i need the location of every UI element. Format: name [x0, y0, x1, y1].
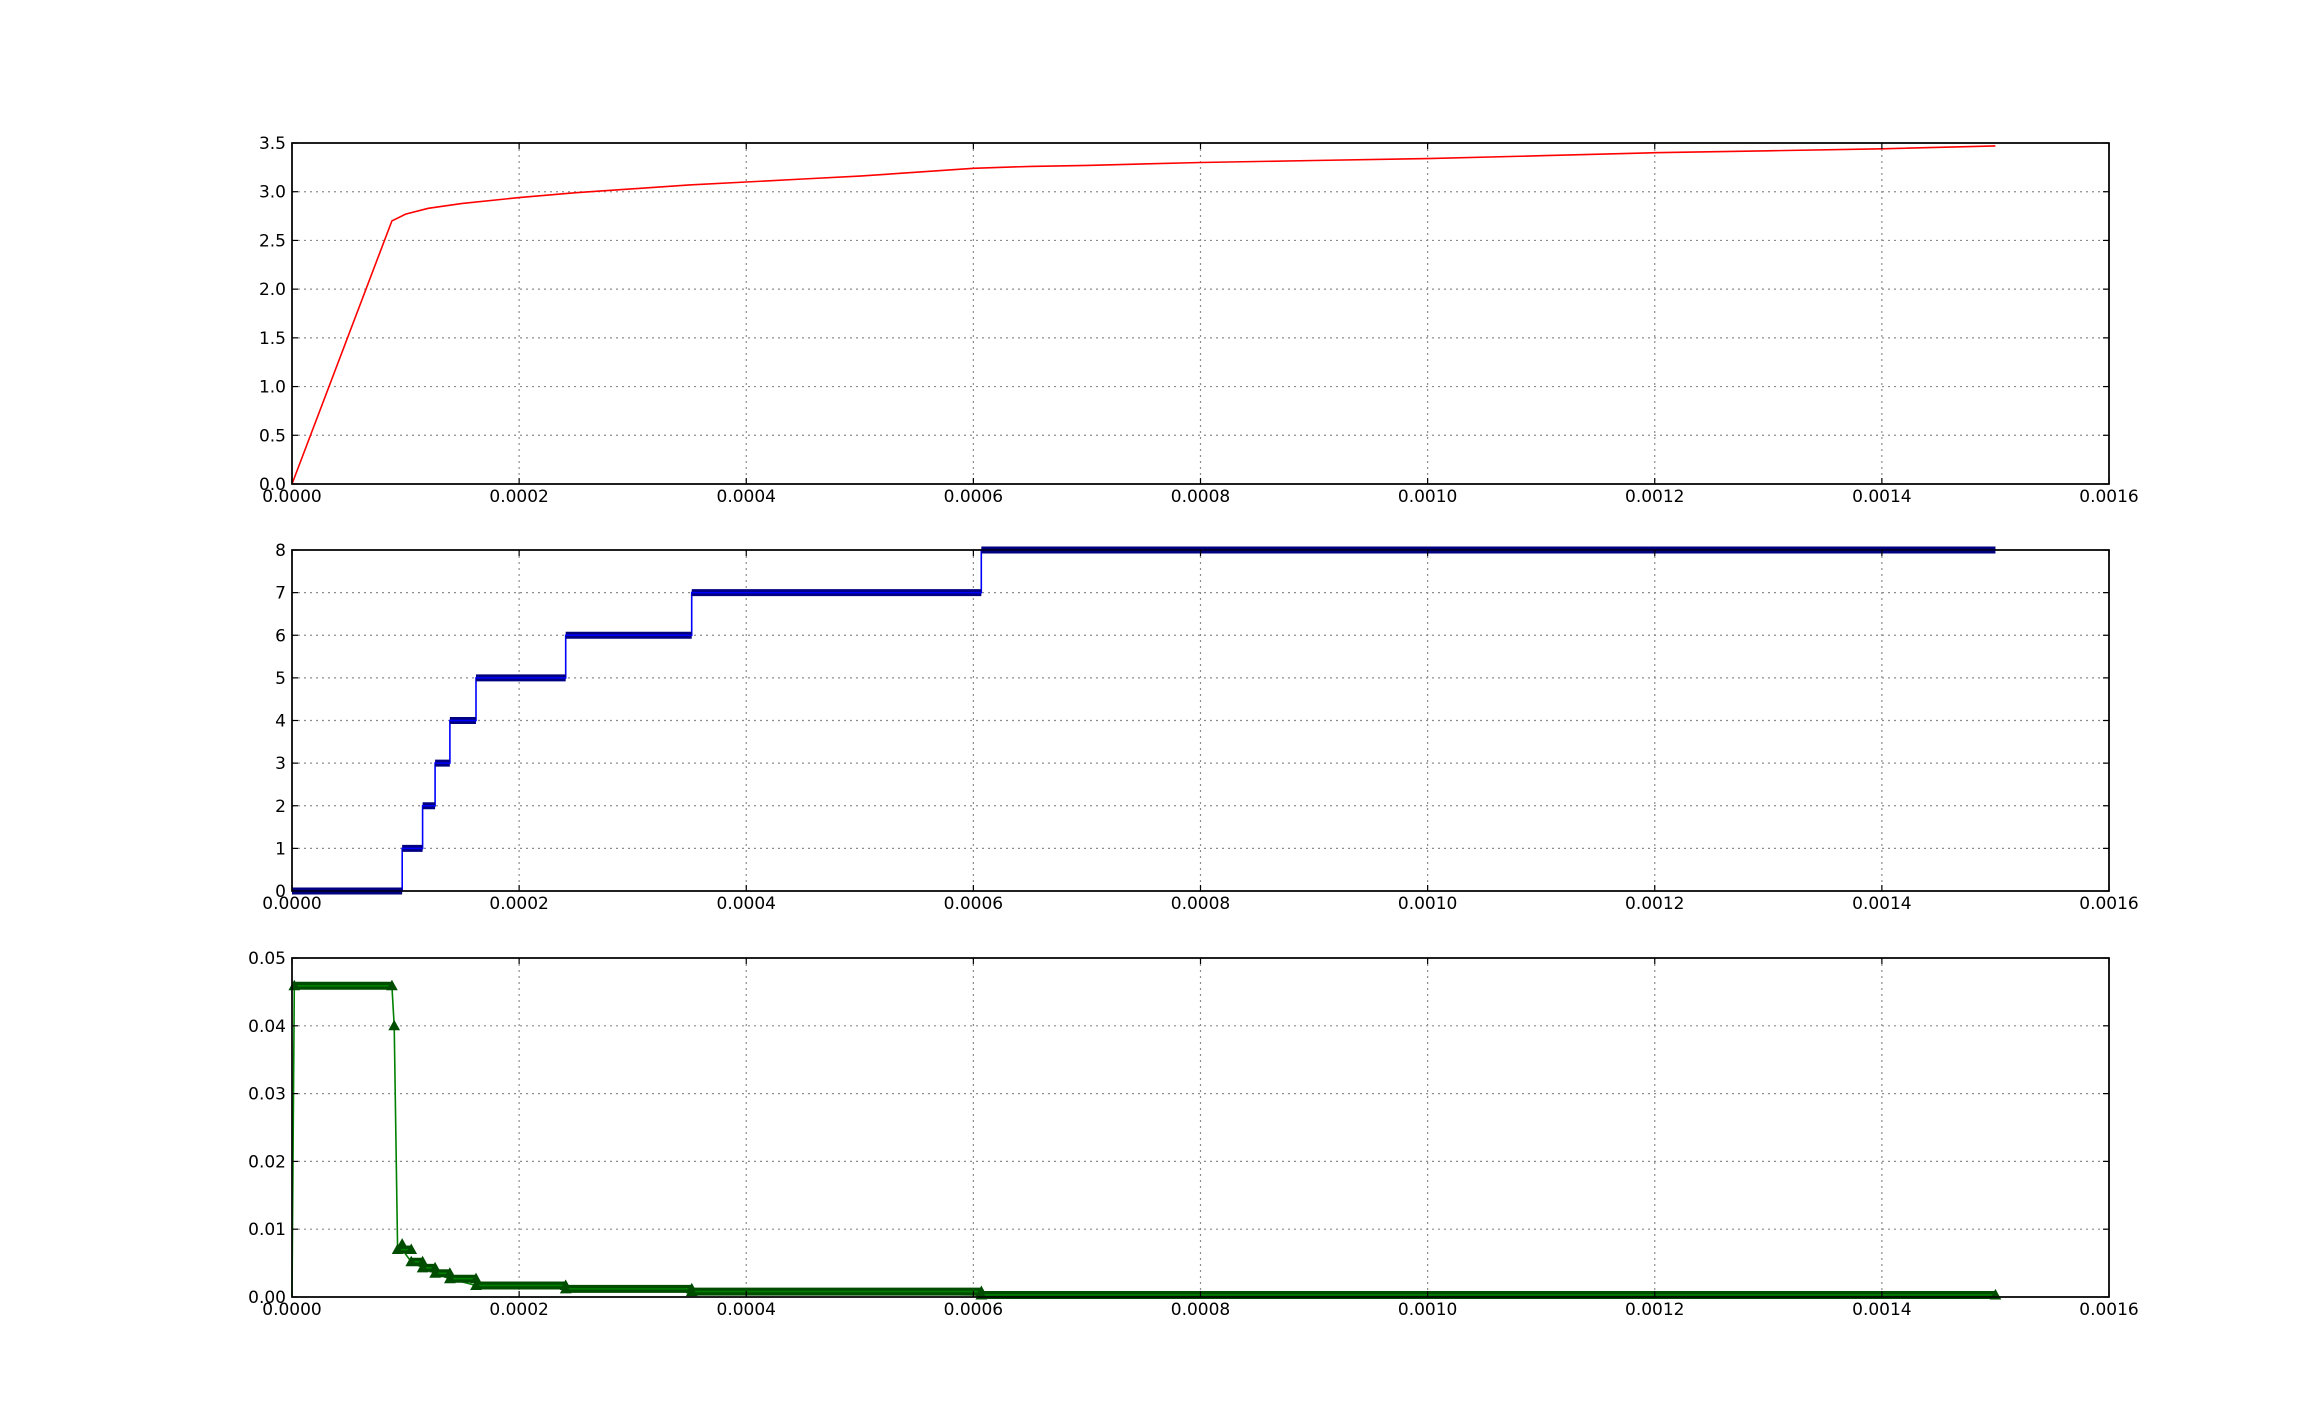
x-tick-label: 0.0014	[1852, 487, 1911, 507]
x-tick-label: 0.0006	[944, 487, 1003, 507]
x-tick-label: 0.0000	[262, 487, 321, 507]
x-tick-label: 0.0008	[1171, 1300, 1230, 1320]
y-tick-label: 8	[275, 541, 286, 561]
triangle-marker	[386, 979, 398, 991]
y-tick-label: 0.02	[248, 1152, 286, 1172]
series-group	[291, 145, 1996, 485]
plot-area	[291, 142, 2110, 485]
y-tick-label: 0	[275, 882, 286, 902]
x-tick-label: 0.0000	[262, 1300, 321, 1320]
x-tick-label: 0.0004	[717, 487, 776, 507]
y-tick-label: 1.0	[259, 378, 286, 398]
x-tick-label: 0.0014	[1852, 1300, 1911, 1320]
x-tick-label: 0.0004	[717, 894, 776, 914]
y-tick-label: 3.0	[259, 183, 286, 203]
x-tick-label: 0.0006	[944, 1300, 1003, 1320]
y-tick-label: 3.5	[259, 134, 286, 154]
x-tick-label: 0.0000	[262, 894, 321, 914]
y-tick-label: 0.0	[259, 475, 286, 495]
x-tick-label: 0.0008	[1171, 487, 1230, 507]
panel-stress-curve: 0.0000 0.0002 0.0004 0.0006 0.0008 0.0010 0.00…	[259, 134, 2139, 507]
y-tick-label: 0.05	[248, 949, 286, 969]
x-tick-label: 0.0002	[489, 1300, 548, 1320]
x-tick-label: 0.0010	[1398, 1300, 1457, 1320]
x-tick-label: 0.0012	[1625, 894, 1684, 914]
ticks: 0.0000 0.0002 0.0004 0.0006 0.0008 0.0010 0.00…	[248, 949, 2139, 1320]
series-line	[291, 145, 1996, 485]
x-tick-label: 0.0012	[1625, 1300, 1684, 1320]
panel-step-size: 0.0000 0.0002 0.0004 0.0006 0.0008 0.0010 0.00…	[248, 949, 2139, 1320]
y-tick-label: 0.5	[259, 426, 286, 446]
triangle-marker	[405, 1255, 418, 1267]
triangle-marker	[396, 1238, 409, 1249]
grid	[292, 958, 2109, 1297]
x-tick-label: 0.0006	[944, 894, 1003, 914]
x-tick-label: 0.0016	[2079, 487, 2138, 507]
y-tick-label: 1	[275, 839, 286, 859]
x-tick-label: 0.0016	[2079, 1300, 2138, 1320]
triangle-marker	[444, 1272, 456, 1284]
y-tick-label: 6	[275, 626, 286, 646]
triangle-marker	[429, 1267, 441, 1278]
triangle-marker	[685, 1285, 698, 1297]
x-tick-label: 0.0012	[1625, 487, 1684, 507]
y-tick-label: 1.5	[259, 329, 286, 349]
y-tick-label: 2.5	[259, 231, 286, 251]
y-tick-label: 5	[275, 669, 286, 689]
x-tick-label: 0.0010	[1398, 487, 1457, 507]
y-tick-label: 2.0	[259, 280, 286, 300]
y-tick-label: 7	[275, 584, 286, 604]
triangle-marker	[388, 1019, 401, 1031]
x-tick-label: 0.0008	[1171, 894, 1230, 914]
x-tick-label: 0.0016	[2079, 894, 2138, 914]
y-tick-label: 2	[275, 797, 286, 817]
panel-step-count: 0.0000 0.0002 0.0004 0.0006 0.0008 0.0010 0.00…	[262, 541, 2138, 914]
triangle-marker	[470, 1279, 482, 1290]
x-tick-label: 0.0002	[489, 894, 548, 914]
y-tick-label: 0.03	[248, 1085, 286, 1105]
x-tick-label: 0.0002	[489, 487, 548, 507]
y-tick-label: 3	[275, 754, 286, 774]
triangle-marker	[391, 1243, 404, 1255]
series-group	[288, 979, 2002, 1300]
triangle-marker	[405, 1243, 418, 1255]
y-tick-label: 0.00	[248, 1288, 286, 1308]
y-tick-label: 0.04	[248, 1017, 286, 1037]
ticks: 0.0000 0.0002 0.0004 0.0006 0.0008 0.0010 0.00…	[259, 134, 2139, 507]
x-tick-label: 0.0010	[1398, 894, 1457, 914]
y-tick-label: 0.01	[248, 1220, 286, 1240]
x-tick-label: 0.0004	[717, 1300, 776, 1320]
triangle-marker	[559, 1282, 572, 1294]
y-tick-label: 4	[275, 712, 286, 732]
ticks: 0.0000 0.0002 0.0004 0.0006 0.0008 0.0010 0.00…	[262, 541, 2138, 914]
triangle-marker	[416, 1261, 429, 1273]
x-tick-label: 0.0014	[1852, 894, 1911, 914]
plot-area	[291, 549, 2110, 892]
